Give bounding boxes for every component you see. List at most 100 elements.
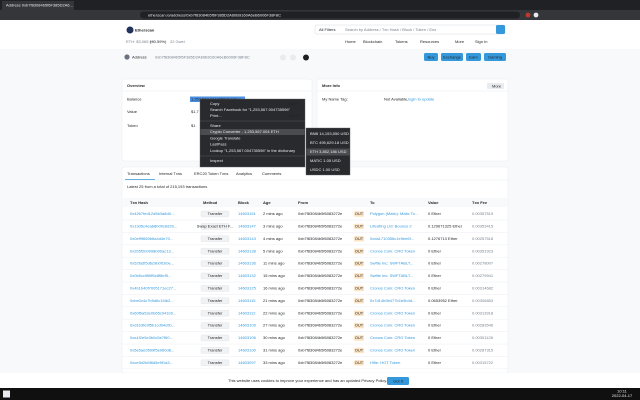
cookie-button[interactable]: [387, 377, 409, 385]
login-link[interactable]: login to update: [408, 97, 435, 102]
block[interactable]: 14603138: [238, 248, 257, 253]
url-bar[interactable]: [140, 11, 520, 19]
tab-strip: [0, 0, 640, 10]
action-button[interactable]: [441, 53, 463, 61]
tab[interactable]: Analytics: [236, 171, 252, 176]
method: Transfer: [208, 261, 223, 266]
to[interactable]: Lifesiting Ltd: Bounce 2: [370, 223, 412, 228]
value: 0 Ether: [428, 211, 442, 216]
submenu-item[interactable]: BTC 495,629.18 USD: [310, 140, 349, 145]
logo[interactable]: Etherscan: [135, 28, 155, 33]
block[interactable]: 14603112: [238, 310, 256, 315]
qr-button[interactable]: [290, 54, 296, 61]
menu-item[interactable]: Google Translate: [210, 136, 241, 141]
action-button[interactable]: [424, 53, 438, 61]
tab[interactable]: ERC20 Token Txns: [194, 171, 228, 176]
block[interactable]: 14603125: [238, 285, 257, 290]
copy-button[interactable]: [280, 54, 286, 61]
submenu-item[interactable]: ETH 3,852,186 USD: [310, 149, 347, 154]
txn-hash[interactable]: 0x4b1b40f7005171ec27...: [130, 285, 176, 290]
block[interactable]: 14603147: [238, 223, 257, 228]
block[interactable]: 14603097: [238, 360, 257, 365]
menu-item[interactable]: Lookup "1,253,567.004735596" in the dict…: [210, 148, 295, 153]
direction: OUT: [355, 310, 364, 315]
column-header: Method: [203, 200, 218, 205]
value: 0 Ether: [428, 323, 442, 328]
to[interactable]: Cronos Coin: CRO Token: [370, 310, 415, 315]
submenu-item[interactable]: MATIC 1.05 USD: [310, 158, 341, 163]
action-button[interactable]: [484, 53, 506, 61]
tab[interactable]: Transactions: [127, 171, 150, 176]
to[interactable]: 0xda1710356c1e9ee6f...: [370, 236, 414, 241]
action-button[interactable]: [466, 53, 481, 61]
submenu-item[interactable]: BNB 14,153,550 USD: [310, 131, 349, 136]
nav-item[interactable]: More: [455, 39, 465, 44]
txn-hash[interactable]: 0xce9d2b6f8d5e9f1a3...: [130, 360, 173, 365]
menu-shortcut: Ctrl+C: [289, 101, 301, 106]
txn-hash[interactable]: 0x52fa5f5d6c9b0f1b0e...: [130, 261, 174, 266]
block[interactable]: 14603132: [238, 273, 257, 278]
nav-item[interactable]: Sign In: [475, 39, 487, 44]
menu-item[interactable]: Inspect: [210, 158, 224, 163]
search-button[interactable]: [496, 25, 505, 34]
tab[interactable]: Internal Txns: [159, 171, 182, 176]
block[interactable]: 14603151: [238, 211, 257, 216]
direction-badge: [354, 310, 364, 316]
to[interactable]: 0x7d14b9b477b1b9b4d...: [370, 298, 415, 303]
block[interactable]: 14603106: [238, 335, 257, 340]
overview-label: Balance: [127, 97, 142, 102]
to[interactable]: Cronos Coin: CRO Token: [370, 335, 415, 340]
txn-hash[interactable]: 0x0b5cc9f8ff0c8f8ef5...: [130, 273, 171, 278]
to[interactable]: Cronos Coin: CRO Token: [370, 248, 415, 253]
to[interactable]: Cronos Coin: CRO Token: [370, 285, 415, 290]
txn-hash[interactable]: 0x0ef9f660b6a4d4e70...: [130, 236, 173, 241]
to[interactable]: Polygon (Matic): Matic To...: [370, 211, 418, 216]
start-button[interactable]: [3, 390, 10, 398]
menu-item[interactable]: Search Facebook for "1,253,567.004735596…: [210, 107, 291, 112]
block[interactable]: 14603100: [238, 347, 257, 352]
menu-item[interactable]: Crypto Converter - 1,253,567.004 ETH: [210, 129, 279, 134]
extension-icon[interactable]: [533, 12, 539, 18]
menu-item[interactable]: LastPass: [210, 142, 226, 147]
to[interactable]: Hifie: HOT Token: [370, 360, 400, 365]
tab[interactable]: [2, 1, 74, 10]
method: Transfer: [208, 347, 223, 352]
menu-item[interactable]: Copy: [210, 101, 219, 106]
block[interactable]: 14603136: [238, 261, 257, 266]
txn-hash[interactable]: 0xa1f2e5e3b0c5e7f60...: [130, 335, 173, 340]
txn-hash[interactable]: 0xbe0c4c7b9d6c1f4b2...: [130, 298, 174, 303]
txn-hash[interactable]: 0xd1b3fe9f5b1cd04c0b...: [130, 323, 175, 328]
more-button[interactable]: [487, 83, 504, 89]
txn-hash[interactable]: 0x4267fed12d5b3a8d0...: [130, 211, 174, 216]
block[interactable]: 14603143: [238, 236, 257, 241]
extension-icon[interactable]: [525, 12, 531, 18]
block[interactable]: 14603109: [238, 323, 257, 328]
nav-item[interactable]: Blockchain: [363, 39, 382, 44]
from: 0xb7f83084b5f6083272e: [298, 236, 343, 241]
menu-item[interactable]: Print...: [210, 113, 222, 118]
to[interactable]: Cronos Coin: CRO Token: [370, 347, 415, 352]
nav-item[interactable]: Tokens: [395, 39, 408, 44]
age: 21 mins ago: [263, 298, 286, 303]
nav-item[interactable]: Home: [345, 39, 356, 44]
txn-hash[interactable]: 0x13d5c4ea68b00c6d2b...: [130, 223, 177, 228]
from: 0xb7f83084b5f6083272e: [298, 335, 343, 340]
value: 0.129671325 Ether: [428, 223, 463, 228]
overview-value: $1,7: [191, 109, 200, 114]
column-header: Block: [238, 200, 250, 205]
to[interactable]: Swftle Inc: SWFTABLT...: [370, 261, 413, 266]
method: Swap Exact ETH F...: [197, 223, 234, 228]
txn-fee: 0.00314682: [472, 285, 494, 290]
to[interactable]: Swftle Inc: SWFTABLT...: [370, 273, 413, 278]
method: Transfer: [208, 323, 223, 328]
menu-item[interactable]: Share: [210, 123, 221, 128]
search-filter[interactable]: All Filters: [319, 27, 335, 32]
txn-hash[interactable]: 0x5e5ae9599f5e960d8...: [130, 347, 174, 352]
tab[interactable]: Comments: [262, 171, 281, 176]
txn-hash[interactable]: 0x60f6a52e0b65c941b0...: [130, 310, 176, 315]
txn-hash[interactable]: 0x2b5f2b0998b00ac13...: [130, 248, 174, 253]
block[interactable]: 14603115: [238, 298, 256, 303]
nav-item[interactable]: Resources: [420, 39, 439, 44]
to[interactable]: Cronos Coin: CRO Token: [370, 323, 415, 328]
submenu-item[interactable]: USDC 1.00 USD: [310, 167, 340, 172]
